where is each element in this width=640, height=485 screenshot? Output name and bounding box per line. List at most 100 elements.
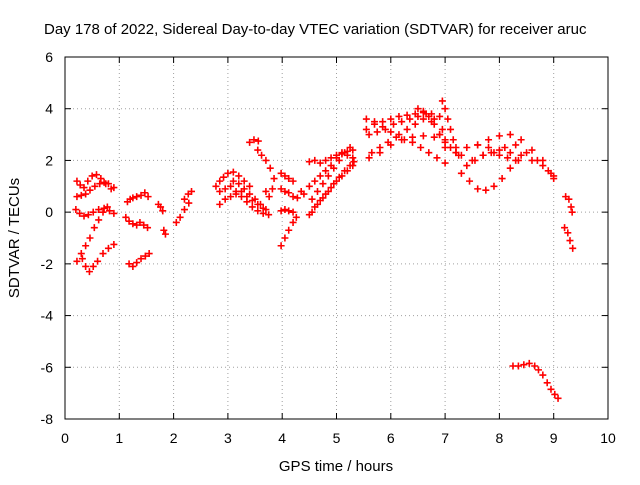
data-point [517, 151, 525, 159]
data-point [106, 207, 114, 215]
data-point [495, 132, 503, 140]
data-point [551, 390, 559, 398]
data-point [322, 156, 330, 164]
data-point [285, 207, 293, 215]
x-tick-label: 5 [333, 430, 341, 446]
data-point [94, 257, 102, 265]
data-point [89, 208, 97, 216]
series-arc-16 [229, 177, 270, 214]
data-point [414, 105, 422, 113]
data-points [72, 97, 577, 402]
data-point [341, 149, 349, 157]
data-point [129, 194, 137, 202]
data-point [73, 177, 81, 185]
x-axis-label: GPS time / hours [279, 458, 393, 475]
data-point [316, 159, 324, 167]
data-point [485, 144, 493, 151]
data-point [305, 182, 313, 190]
data-point [419, 132, 427, 140]
y-tick-label: 0 [45, 204, 53, 220]
data-point [569, 244, 577, 252]
data-point [506, 149, 514, 157]
data-point [277, 207, 285, 215]
data-point [97, 175, 105, 183]
series-arc-29 [308, 158, 358, 216]
data-point [246, 138, 254, 146]
data-point [550, 175, 558, 183]
data-point [441, 105, 449, 113]
data-point [512, 156, 520, 164]
data-point [528, 146, 536, 154]
data-point [246, 190, 254, 198]
y-tick-label: -8 [41, 411, 54, 427]
data-point [474, 185, 482, 193]
data-point [277, 242, 285, 250]
data-point [289, 193, 297, 201]
data-point [220, 173, 228, 181]
y-axis-label: SDTVAR / TECUs [6, 178, 23, 298]
data-point [441, 138, 449, 146]
data-point [281, 187, 289, 195]
data-point [313, 187, 321, 195]
data-point [104, 244, 112, 252]
data-point [172, 218, 180, 226]
data-point [240, 185, 248, 193]
data-point [482, 186, 490, 194]
x-tick-label: 0 [61, 430, 69, 446]
x-tick-label: 1 [115, 430, 123, 446]
data-point [180, 206, 188, 214]
data-point [523, 149, 531, 157]
y-tick-label: 6 [45, 49, 53, 65]
data-point [346, 162, 354, 170]
data-point [95, 216, 103, 224]
data-point [362, 125, 370, 133]
data-point [327, 184, 335, 192]
data-point [250, 136, 258, 144]
data-point [362, 115, 370, 123]
data-point [77, 191, 85, 199]
series-arc-22 [277, 206, 297, 216]
data-point [568, 208, 576, 216]
data-point [104, 180, 112, 188]
series-arc-13 [212, 168, 254, 190]
data-point [229, 177, 237, 185]
data-point [232, 190, 240, 198]
data-point [281, 234, 289, 242]
data-point [129, 220, 137, 228]
chart-title: Day 178 of 2022, Sidereal Day-to-day VTE… [44, 21, 587, 38]
data-point [504, 154, 512, 162]
data-point [498, 175, 506, 183]
data-point [406, 115, 414, 123]
data-point [547, 169, 555, 177]
data-point [419, 115, 427, 123]
data-point [441, 159, 449, 167]
data-point [565, 195, 573, 203]
data-point [285, 226, 293, 234]
data-point [277, 169, 285, 177]
data-point [85, 268, 93, 276]
data-point [125, 217, 133, 225]
data-point [335, 156, 343, 164]
data-point [227, 193, 235, 201]
data-point [221, 195, 229, 203]
data-point [86, 186, 94, 194]
data-point [100, 178, 108, 186]
data-point [129, 262, 137, 270]
data-point [330, 180, 338, 188]
data-point [463, 162, 471, 170]
data-point [419, 107, 427, 115]
data-point [221, 185, 229, 193]
data-point [224, 169, 232, 177]
series-arc-34 [368, 133, 449, 167]
data-point [145, 250, 153, 258]
data-point [381, 125, 389, 133]
data-point [251, 195, 259, 203]
data-point [365, 131, 373, 139]
data-point [160, 226, 168, 234]
data-point [561, 224, 569, 232]
data-point [292, 213, 300, 221]
data-point [305, 158, 313, 166]
data-point [430, 133, 438, 141]
data-point [506, 131, 514, 139]
data-point [330, 164, 338, 172]
